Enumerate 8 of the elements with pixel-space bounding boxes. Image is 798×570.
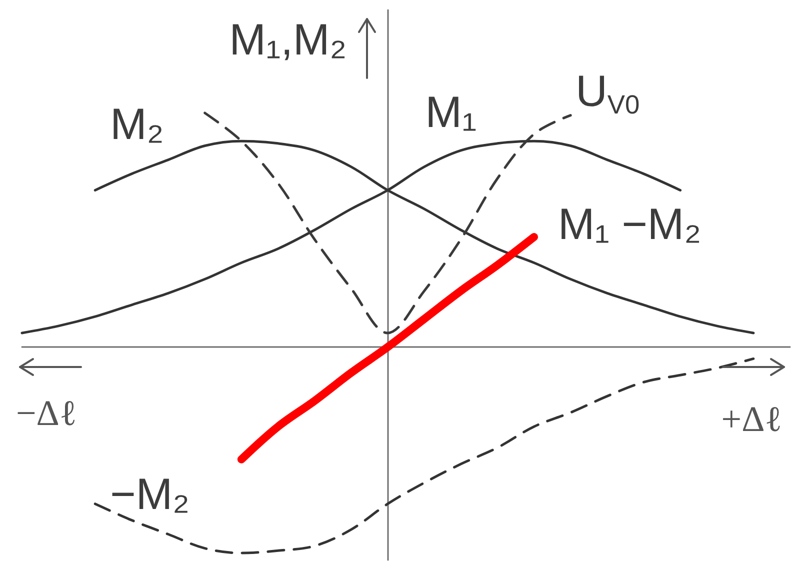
series-label: M₂ [110,100,164,150]
series-label: U$_{V0}$ [576,67,640,120]
x-axis-title: +Δℓ [721,399,782,440]
series-label: M₁ −M₂ [558,200,702,250]
annotation: −Δℓ [16,393,77,433]
y-axis-title: M₁,M₂ [229,16,347,64]
series-label: M₁ [425,88,477,137]
series-label: −M₂ [110,470,190,519]
